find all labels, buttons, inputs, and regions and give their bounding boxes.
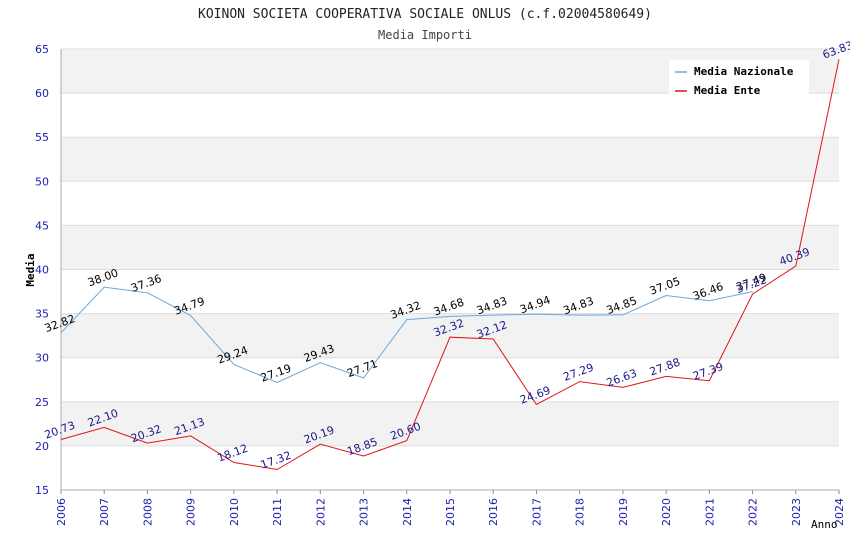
y-tick-label: 15 [35,484,49,497]
axes [60,49,840,494]
x-tick-label: 2011 [271,498,284,526]
x-tick-label: 2007 [98,498,111,526]
x-tick-label: 2023 [790,498,803,526]
y-tick-label: 55 [35,131,49,144]
grid-band [61,225,839,270]
x-tick-label: 2020 [660,498,673,526]
x-tick-label: 2021 [703,498,716,526]
x-tick-label: 2017 [530,498,543,526]
x-tick-label: 2010 [228,498,241,526]
series-line-nazionale [60,286,753,384]
grid-band [61,137,839,182]
x-tick-label: 2012 [314,498,327,526]
y-tick-labels: 15 20 25 30 35 40 45 50 55 60 65 [35,43,49,497]
grid-band [61,401,839,446]
x-tick-label: 2013 [358,498,371,526]
x-tick-label: 2014 [401,498,414,526]
y-tick-label: 65 [35,43,49,56]
grid-band [61,445,839,490]
grid-bands [61,49,839,490]
x-tick-label: 2008 [141,498,154,526]
x-tick-label: 2009 [185,498,198,526]
y-tick-label: 30 [35,352,49,365]
legend: Media Nazionale Media Ente [669,60,809,97]
grid-band [61,93,839,138]
legend-box [669,60,809,96]
chart-subtitle: Media Importi [378,28,472,42]
y-tick-label: 45 [35,219,49,232]
chart-title: KOINON SOCIETA COOPERATIVA SOCIALE ONLUS… [198,7,652,22]
grid-band [61,181,839,226]
grid-band [61,313,839,358]
y-tick-label: 20 [35,440,49,453]
x-tick-label: 2016 [487,498,500,526]
x-axis-label: Anno [811,518,838,531]
x-tick-label: 2006 [55,498,68,526]
x-tick-label: 2024 [833,498,846,526]
x-tick-labels: 2006 2007 2008 2009 2010 2011 2012 2013 2014 2015… [55,498,846,526]
x-tick-label: 2015 [444,498,457,526]
y-tick-label: 50 [35,175,49,188]
series-lines [60,59,840,471]
x-tick-label: 2022 [747,498,760,526]
series-line-ente [60,59,840,471]
y-tick-label: 25 [35,396,49,409]
legend-label-ente: Media Ente [694,84,761,97]
y-tick-label: 40 [35,264,49,277]
legend-label-nazionale: Media Nazionale [694,65,794,78]
grid-band [61,269,839,314]
y-tick-label: 60 [35,87,49,100]
y-tick-label: 35 [35,308,49,321]
y-axis-label: Media [24,253,37,286]
x-tick-label: 2019 [617,498,630,526]
x-tick-label: 2018 [574,498,587,526]
